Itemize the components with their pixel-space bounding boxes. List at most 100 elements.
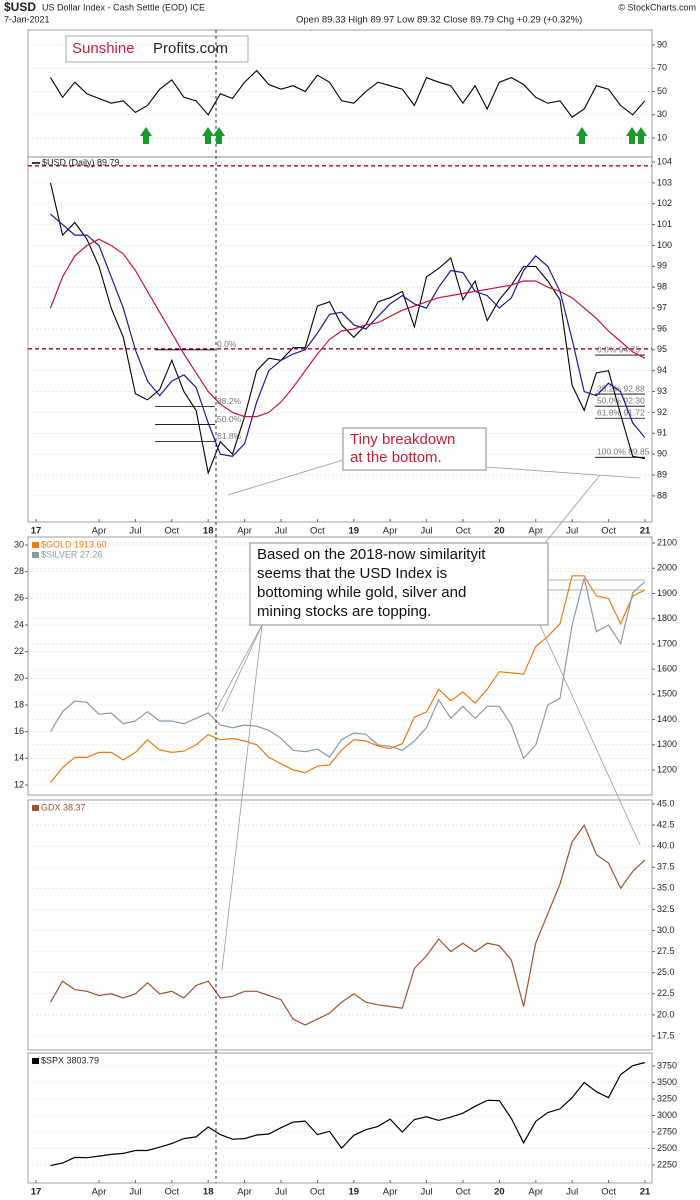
buy-arrow	[202, 127, 214, 144]
annotation-text: Based on the 2018-now similarityit	[257, 546, 486, 563]
callout-line	[221, 624, 263, 971]
x-tick-label: Jul	[566, 1187, 578, 1198]
fib-label: 61.8%	[217, 431, 242, 441]
y-tick-label: 92	[657, 407, 667, 417]
overlay	[214, 30, 645, 1183]
y-tick-label: 14	[14, 753, 24, 763]
legend-swatch	[32, 1058, 39, 1064]
panel-frame	[27, 156, 653, 523]
y-tick-label: 90	[657, 449, 667, 459]
y-tick-label: 17.5	[657, 1030, 675, 1040]
x-tick-label: Oct	[601, 526, 616, 537]
annotation-text: Tiny breakdown	[350, 431, 455, 448]
x-tick-label: Apr	[92, 1187, 107, 1198]
y-tick-label: 3500	[657, 1077, 677, 1087]
quote: Open 89.33 High 89.97 Low 89.32 Close 89…	[296, 15, 582, 26]
y-tick-label: 35.0	[657, 883, 675, 893]
y-tick-label: 24	[14, 619, 24, 629]
fib-label: 38.2%	[217, 396, 242, 406]
y-tick-label: 89	[657, 469, 667, 479]
buy-arrow	[576, 127, 588, 144]
annotation-box	[342, 427, 487, 471]
y-tick-label: 96	[657, 323, 667, 333]
x-tick-label: Jul	[275, 1187, 287, 1198]
y-tick-label: 22.5	[657, 988, 675, 998]
y-tick-label: 94	[657, 365, 667, 375]
x-tick-label: 17	[31, 526, 42, 537]
annotation-text: at the bottom.	[350, 449, 442, 466]
price-line	[50, 69, 646, 118]
logo: Sunshine Profits.com	[65, 35, 249, 63]
y-tick-label: 97	[657, 302, 667, 312]
x-tick-label: Jul	[421, 1187, 433, 1198]
buy-arrow	[626, 127, 638, 144]
fib-label: 61.8% 91.72	[597, 408, 645, 418]
y-tick-label: 70	[657, 63, 667, 73]
y-tick-label: 42.5	[657, 819, 675, 829]
y-tick-label: 3750	[657, 1060, 677, 1070]
y-tick-label: 27.5	[657, 946, 675, 956]
legend-label: $GOLD 1913.60	[41, 539, 107, 549]
y-tick-label: 45.0	[657, 798, 675, 808]
x-tick-label: Oct	[164, 1187, 179, 1198]
y-tick-label: 102	[657, 198, 672, 208]
x-tick-label: Jul	[129, 526, 141, 537]
logo-text: Sunshine	[72, 40, 135, 57]
x-tick-label: Jul	[421, 526, 433, 537]
y-tick-label: 1900	[657, 588, 677, 598]
y-tick-label: 99	[657, 261, 667, 271]
y-tick-label: 50	[657, 86, 667, 96]
logo-box	[65, 35, 249, 63]
x-tick-label: 21	[640, 1187, 651, 1198]
callout-line	[227, 459, 344, 496]
fib-label: 50.0% 92.30	[597, 395, 645, 405]
callout-line	[539, 624, 641, 846]
y-tick-label: 95	[657, 344, 667, 354]
fib-label: 100.0% 89.85	[597, 447, 650, 457]
y-tick-label: 18	[14, 699, 24, 709]
x-tick-label: Jul	[275, 526, 287, 537]
y-tick-label: 10	[657, 132, 667, 142]
y-tick-label: 16	[14, 726, 24, 736]
y-tick-label: 2250	[657, 1159, 677, 1169]
x-tick-label: 20	[494, 526, 505, 537]
y-tick-label: 22	[14, 646, 24, 656]
y-tick-label: 40.0	[657, 841, 675, 851]
callout-line	[485, 466, 641, 479]
x-tick-label: Oct	[456, 526, 471, 537]
panel-title: $USD (Daily) 89.79	[42, 157, 120, 167]
y-tick-label: 3250	[657, 1093, 677, 1103]
y-tick-label: 100	[657, 240, 672, 250]
callout-line	[544, 474, 601, 544]
x-tick-label: 18	[203, 526, 214, 537]
y-tick-label: 32.5	[657, 904, 675, 914]
x-tick-label: 19	[349, 526, 360, 537]
legend-label: GDX 38.37	[41, 802, 86, 812]
y-tick-label: 20.0	[657, 1009, 675, 1019]
y-tick-label: 30	[14, 539, 24, 549]
x-tick-label: Jul	[129, 1187, 141, 1198]
x-tick-label: 19	[349, 1187, 360, 1198]
y-tick-label: 12	[14, 779, 24, 789]
description: US Dollar Index - Cash Settle (EOD) ICE	[42, 2, 205, 12]
price-line	[49, 238, 646, 418]
y-tick-label: 90	[657, 39, 667, 49]
price-line	[49, 182, 646, 475]
x-tick-label: Oct	[601, 1187, 616, 1198]
y-tick-label: 1200	[657, 764, 677, 774]
x-tick-label: Oct	[310, 1187, 325, 1198]
annotation-box	[249, 542, 549, 626]
legend-swatch	[32, 552, 39, 558]
y-tick-label: 2500	[657, 1143, 677, 1153]
y-tick-label: 1400	[657, 714, 677, 724]
price-line	[50, 213, 646, 457]
x-tick-label: Apr	[528, 526, 543, 537]
price-line	[49, 823, 646, 1026]
y-tick-label: 91	[657, 428, 667, 438]
y-tick-label: 103	[657, 177, 672, 187]
y-tick-label: 30	[657, 109, 667, 119]
y-tick-label: 98	[657, 282, 667, 292]
callout-line	[214, 624, 263, 713]
panel-frame	[27, 799, 653, 1051]
